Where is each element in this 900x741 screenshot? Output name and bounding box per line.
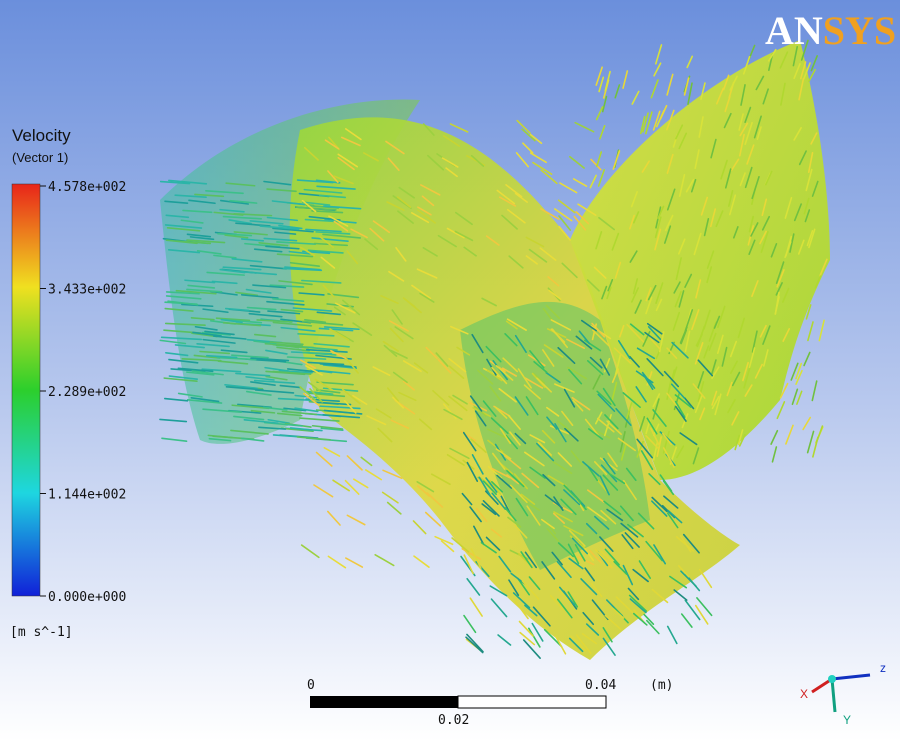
- page: {"logo": {"part1": "AN", "part2": "SYS"}…: [0, 0, 900, 741]
- color-bar-label: 0.000e+000: [48, 590, 126, 605]
- triad-origin: [828, 675, 836, 683]
- scale-bar-black: [310, 696, 458, 708]
- scale-label: 0: [307, 678, 315, 693]
- scale-label: 0.04: [585, 678, 616, 693]
- scale-label: 0.02: [438, 713, 469, 728]
- legend-subtitle: (Vector 1): [12, 150, 68, 165]
- logo-part: SYS: [823, 8, 896, 53]
- logo: ANSYS: [765, 8, 896, 53]
- color-bar-label: 1.144e+002: [48, 488, 126, 503]
- triad-label: z: [880, 661, 886, 675]
- legend-title: Velocity: [12, 126, 71, 145]
- triad-label: X: [800, 687, 808, 701]
- logo-part: AN: [765, 8, 823, 53]
- viewport: ANSYS Velocity (Vector 1) 4.578e+002 3.43…: [0, 0, 900, 741]
- color-bar: [12, 184, 40, 596]
- color-bar-label: 2.289e+002: [48, 385, 126, 400]
- legend-unit: [m s^-1]: [10, 625, 73, 640]
- color-bar-label: 4.578e+002: [48, 180, 126, 195]
- scale-bar-white: [458, 696, 606, 708]
- color-bar-label: 3.433e+002: [48, 283, 126, 298]
- triad-label: Y: [843, 713, 851, 727]
- scale-unit: (m): [650, 678, 673, 693]
